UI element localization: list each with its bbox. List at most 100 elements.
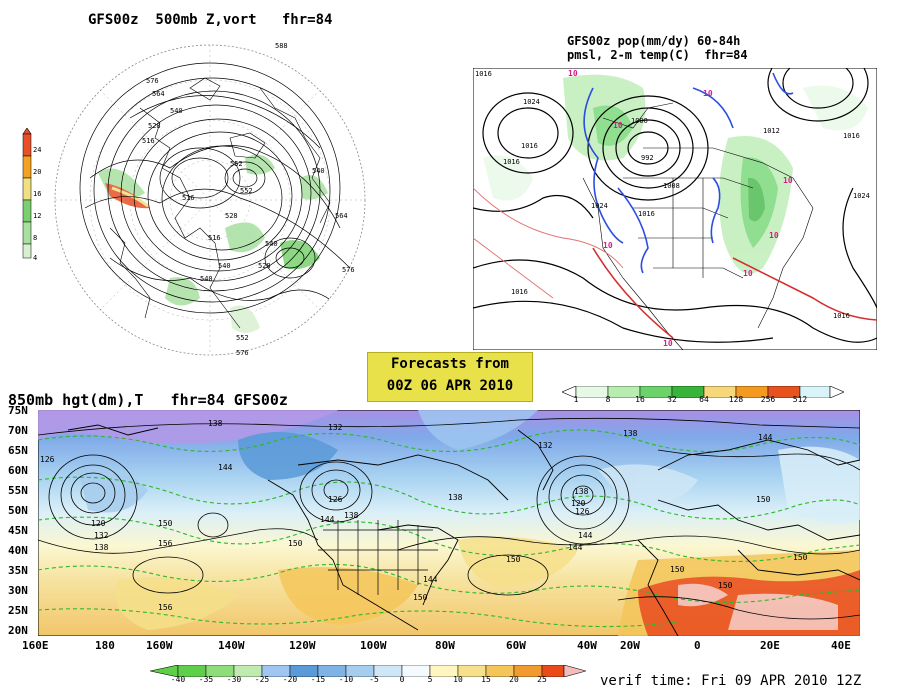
lon-label: 20E bbox=[760, 639, 780, 652]
temp-label: 10 bbox=[743, 269, 753, 278]
height-label: 150 bbox=[288, 539, 303, 548]
height-label: 144 bbox=[423, 575, 438, 584]
isobar-label: 1008 bbox=[663, 182, 680, 190]
height-label: 138 bbox=[448, 493, 463, 502]
temp-label: 10 bbox=[613, 121, 623, 130]
height-label: 132 bbox=[94, 531, 109, 540]
isobar-label: 1000 bbox=[631, 117, 648, 125]
lat-label: 55N bbox=[8, 484, 28, 497]
lat-label: 20N bbox=[8, 624, 28, 637]
height-label: 150 bbox=[718, 581, 733, 590]
temp-cb-label: 15 bbox=[481, 675, 491, 684]
contour-label: 540 bbox=[170, 107, 183, 115]
precip-cb-label: 32 bbox=[667, 395, 677, 404]
forecast-banner: Forecasts from 00Z 06 APR 2010 bbox=[367, 352, 533, 402]
temp-cb-label: -15 bbox=[310, 675, 326, 684]
temp-label: 10 bbox=[603, 241, 613, 250]
contour-label: 516 bbox=[142, 137, 155, 145]
lat-label: 45N bbox=[8, 524, 28, 537]
height-label: 150 bbox=[158, 519, 173, 528]
height-label: 126 bbox=[328, 495, 343, 504]
contour-label: 516 bbox=[208, 234, 221, 242]
height-labels: 138 132 126 144 120 132 138 150 156 126 … bbox=[40, 419, 808, 612]
contour-label: 552 bbox=[230, 160, 243, 168]
precip-colorbar-labels: 1 8 16 32 64 128 256 512 bbox=[562, 395, 844, 405]
temp-label: 10 bbox=[663, 339, 673, 348]
contour-label: 552 bbox=[240, 187, 253, 195]
panel-850mb-title: 850mb hgt(dm),T fhr=84 GFS00z bbox=[8, 391, 288, 409]
precip-colorbar-graphic bbox=[561, 385, 845, 399]
lat-label: 60N bbox=[8, 464, 28, 477]
height-label: 144 bbox=[320, 515, 335, 524]
polar-map-500mb: 576 564 540 528 516 552 540 552 528 516 … bbox=[54, 42, 366, 357]
temp-label: 10 bbox=[703, 89, 713, 98]
precip-cb-label: 8 bbox=[605, 395, 611, 404]
height-label: 120 bbox=[571, 499, 586, 508]
vort-cb-label: 16 bbox=[33, 190, 42, 198]
forecast-banner-line2: 00Z 06 APR 2010 bbox=[386, 378, 514, 394]
precip-cb-label: 16 bbox=[635, 395, 645, 404]
precip-cb-label: 64 bbox=[699, 395, 709, 404]
isobar-label: 1024 bbox=[523, 98, 540, 106]
panel-precip-title-line2: pmsl, 2-m temp(C) fhr=84 bbox=[567, 48, 748, 62]
lat-label: 70N bbox=[8, 424, 28, 437]
isobar-label: 1016 bbox=[521, 142, 538, 150]
lat-label: 65N bbox=[8, 444, 28, 457]
lon-label: 20W bbox=[620, 639, 640, 652]
isobar-label: 1016 bbox=[503, 158, 520, 166]
temp-cb-label: -25 bbox=[254, 675, 270, 684]
isobar-label: 1016 bbox=[833, 312, 850, 320]
map-850mb: 138 132 126 144 120 132 138 150 156 126 … bbox=[38, 410, 860, 636]
lat-label: 25N bbox=[8, 604, 28, 617]
lon-label: 180 bbox=[95, 639, 115, 652]
lat-label: 50N bbox=[8, 504, 28, 517]
precip-colorbar bbox=[561, 383, 845, 399]
lon-label: 100W bbox=[360, 639, 387, 652]
precip-cb-label: 1 bbox=[573, 395, 579, 404]
precip-cb-label: 512 bbox=[792, 395, 808, 404]
vort-cb-label: 4 bbox=[33, 254, 38, 262]
lon-label: 40W bbox=[577, 639, 597, 652]
panel-500mb-title: GFS00z 500mb Z,vort fhr=84 bbox=[88, 12, 333, 28]
temp-cb-label: -20 bbox=[282, 675, 298, 684]
precip-cb-label: 128 bbox=[728, 395, 744, 404]
temp-cb-label: 5 bbox=[427, 675, 433, 684]
lat-label: 30N bbox=[8, 584, 28, 597]
vort-cb-label: 12 bbox=[33, 212, 42, 220]
height-label: 138 bbox=[623, 429, 638, 438]
lon-label: 160E bbox=[22, 639, 49, 652]
height-label: 150 bbox=[413, 593, 428, 602]
isobar-label: 1012 bbox=[763, 127, 780, 135]
isobar-labels: 1016 1024 1016 1000 1016 1024 1016 1012 … bbox=[475, 70, 870, 320]
temp-labels: 10 10 10 10 10 10 10 10 bbox=[568, 69, 793, 348]
height-label: 138 bbox=[574, 487, 589, 496]
vort-colorbar-graphic bbox=[22, 127, 32, 259]
height-label: 120 bbox=[91, 519, 106, 528]
vort-cb-label: 8 bbox=[33, 234, 38, 242]
lon-label: 0 bbox=[694, 639, 701, 652]
temp-label: 10 bbox=[783, 176, 793, 185]
contour-label: 528 bbox=[258, 262, 271, 270]
isobar-label: 1016 bbox=[843, 132, 860, 140]
temp-cb-label: 0 bbox=[399, 675, 405, 684]
lat-axis: 75N 70N 65N 60N 55N 50N 45N 40N 35N 30N … bbox=[8, 404, 38, 640]
isobar-label: 992 bbox=[641, 154, 654, 162]
temp-cb-label: 20 bbox=[509, 675, 519, 684]
lat-label: 35N bbox=[8, 564, 28, 577]
height-label: 132 bbox=[328, 423, 343, 432]
height-label: 156 bbox=[158, 603, 173, 612]
height-label: 150 bbox=[506, 555, 521, 564]
contour-label: 540 bbox=[218, 262, 231, 270]
lon-label: 140W bbox=[218, 639, 245, 652]
contour-label: 516 bbox=[182, 194, 195, 202]
height-label: 150 bbox=[793, 553, 808, 562]
temp-cb-label: 10 bbox=[453, 675, 463, 684]
height-label: 144 bbox=[218, 463, 233, 472]
temp-cb-label: -10 bbox=[338, 675, 354, 684]
height-label: 144 bbox=[568, 543, 583, 552]
contour-label: 564 bbox=[335, 212, 348, 220]
temp-label: 10 bbox=[769, 231, 779, 240]
height-label: 138 bbox=[344, 511, 359, 520]
vort-cb-label: 24 bbox=[33, 146, 42, 154]
precip-cb-label: 256 bbox=[760, 395, 776, 404]
